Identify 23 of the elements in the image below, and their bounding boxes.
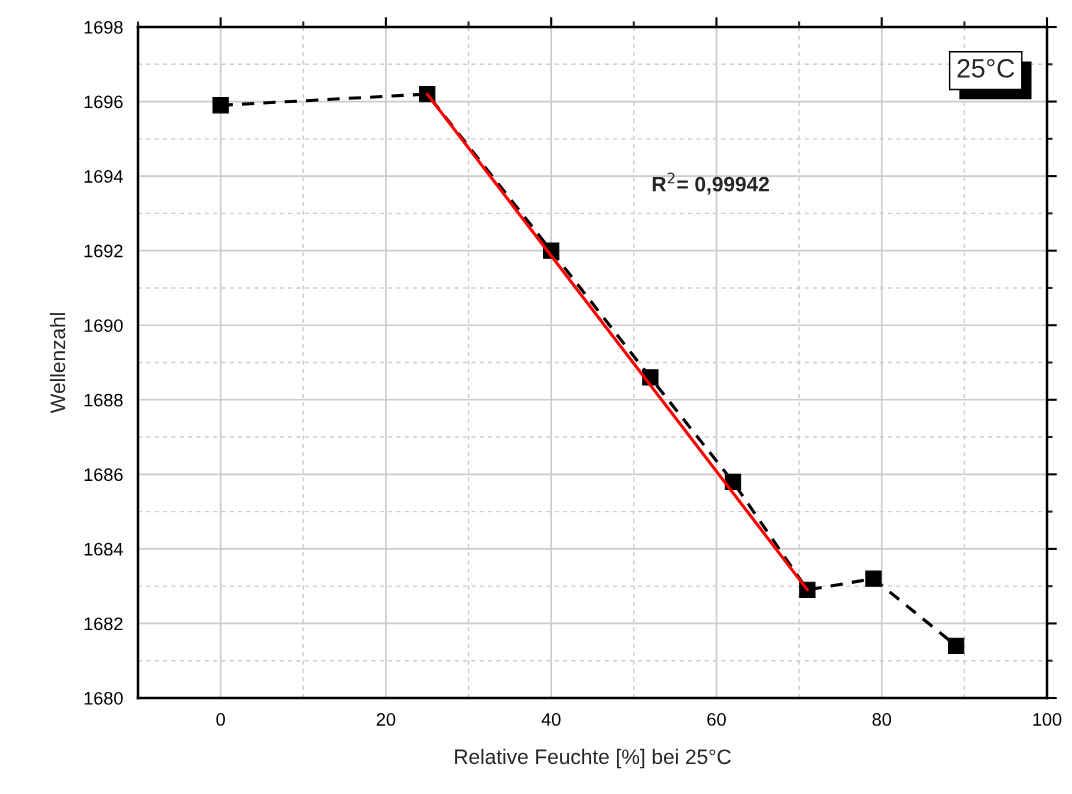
point [865, 570, 882, 587]
point [212, 97, 229, 114]
annotation: 25°C [957, 59, 1015, 78]
y-tick-label: 1686 [84, 468, 123, 482]
y-tick-label: 1688 [84, 393, 123, 407]
point [947, 637, 965, 654]
x-tick-label: 40 [541, 713, 561, 726]
y-axis-title: Wellenzahl [49, 313, 66, 414]
annotation: R$^{2}$= 0,99942 [652, 172, 769, 195]
y-tick-label: 1682 [84, 617, 123, 631]
x-tick-label: 20 [376, 713, 396, 726]
y-tick-label: 1680 [84, 691, 123, 705]
y-tick-label: 1696 [84, 95, 123, 109]
y-tick-label: 1698 [84, 20, 123, 34]
x-tick-label: 60 [707, 713, 726, 726]
x-axis-title: Relative Feuchte [%] bei 25°C [455, 748, 731, 769]
y-tick-label: 1690 [84, 319, 123, 332]
x-tick-label: 80 [872, 713, 892, 726]
y-tick-label: 1684 [84, 542, 123, 556]
x-tick-label: 100 [1033, 713, 1062, 726]
x-tick-label: 0 [216, 713, 225, 726]
y-tick-label: 1692 [84, 244, 123, 258]
y-tick-label: 1694 [84, 170, 123, 183]
